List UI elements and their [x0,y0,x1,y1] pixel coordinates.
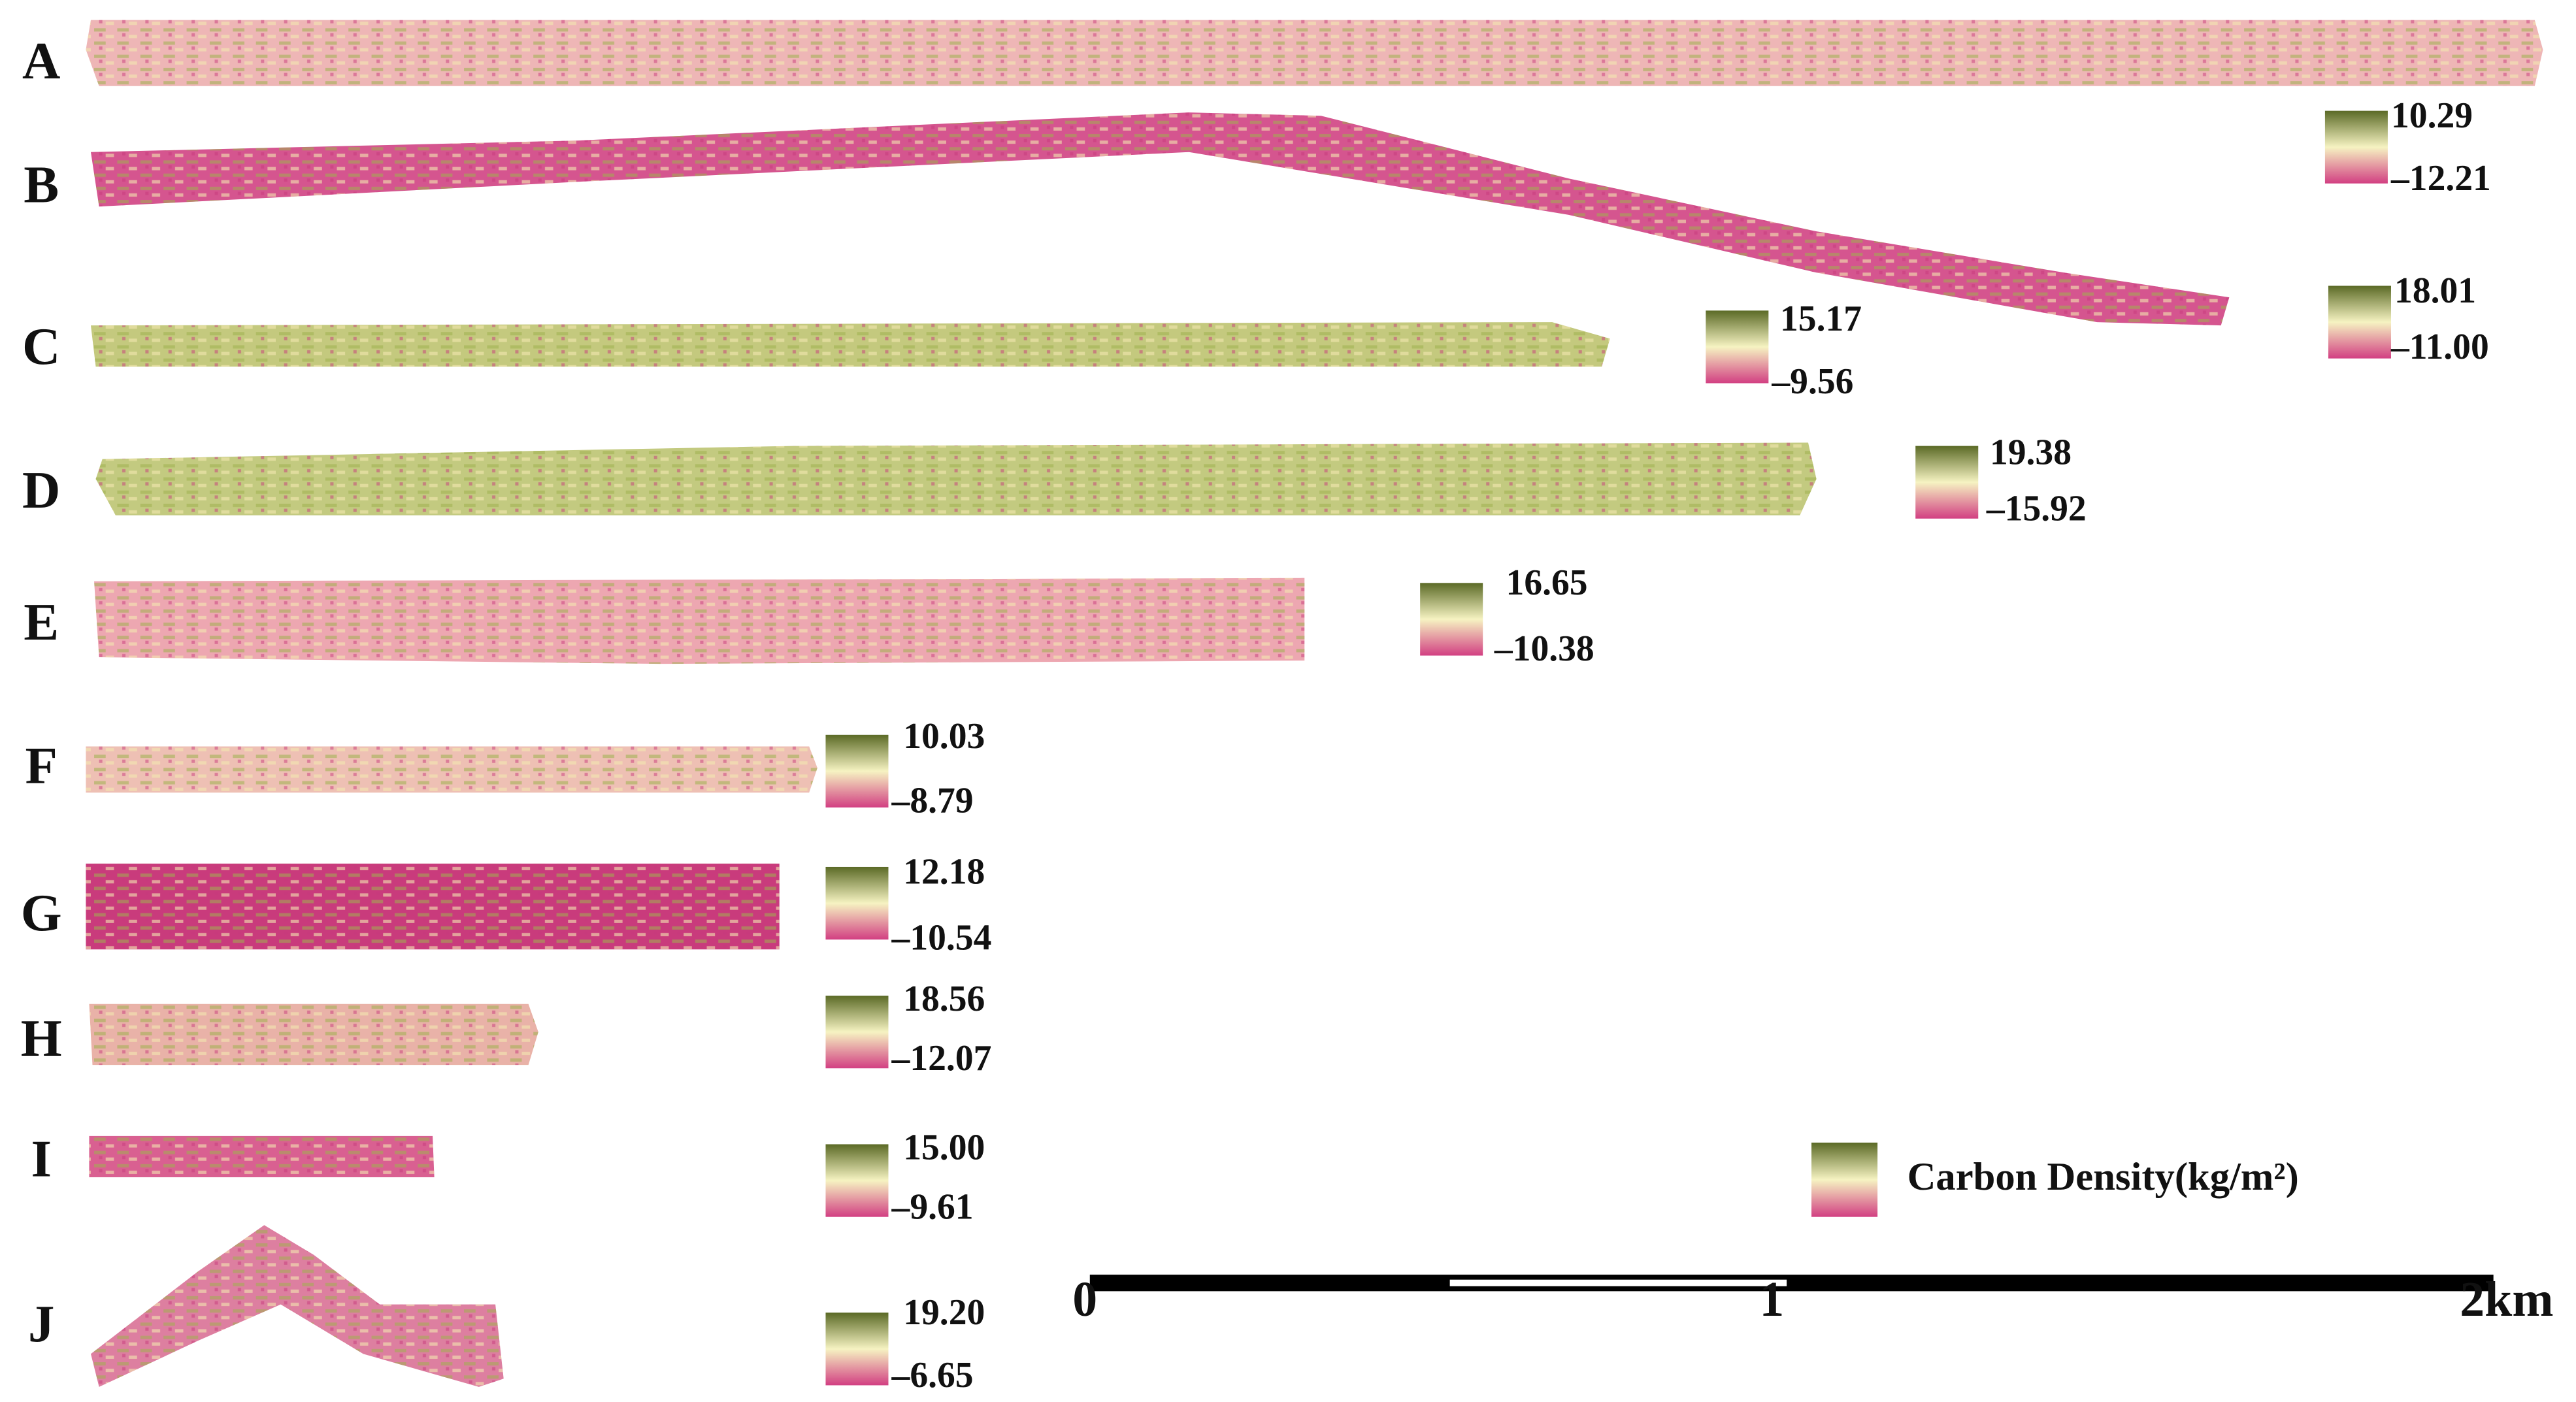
vegetation-texture [90,1225,504,1387]
max-value: 10.29 [2391,95,2473,136]
panel-label: B [24,155,59,214]
legend-title: Carbon Density(kg/m²) [1907,1155,2299,1199]
max-value: 19.20 [903,1292,985,1333]
vegetation-texture [95,442,1817,515]
max-value: 10.03 [903,716,985,757]
vegetation-texture [86,746,817,793]
vegetation-texture [89,1003,538,1066]
min-value: –8.79 [891,781,974,821]
vegetation-texture [94,578,1305,664]
max-value: 15.00 [903,1127,985,1167]
scale-label: 1 [1759,1272,1784,1327]
scale-label: 2km [2460,1272,2553,1327]
min-value: –12.21 [2390,158,2491,199]
legend-colorbar [1811,1142,1878,1217]
panel-label: E [24,593,59,651]
scale-bar-segment [1449,1279,1787,1286]
panel-label: A [22,32,60,90]
min-value: –9.61 [891,1186,974,1227]
scale-label: 0 [1072,1272,1097,1327]
max-value: 15.17 [1780,299,1862,339]
panel-label: I [31,1130,51,1188]
colorbar [2328,285,2391,359]
max-value: 12.18 [903,851,985,892]
colorbar [825,1144,889,1217]
min-value: –9.56 [1771,361,1853,402]
colorbar [825,996,889,1069]
scale-bar [1089,1275,2494,1292]
panel-label: D [22,461,60,519]
colorbar [825,866,889,940]
vegetation-texture [90,322,1610,367]
colorbar [825,734,889,807]
colorbar [1915,446,1979,519]
panel-label: J [28,1295,54,1353]
max-value: 18.01 [2394,270,2476,311]
min-value: –10.38 [1494,628,1594,669]
colorbar [825,1312,889,1386]
max-value: 18.56 [903,979,985,1019]
panel-label: C [22,318,60,376]
vegetation-texture [90,112,2230,326]
vegetation-texture [89,1135,435,1178]
max-value: 19.38 [1990,432,2072,473]
panel-label: G [21,884,62,942]
colorbar [1706,310,1769,383]
panel-label: H [21,1009,62,1068]
min-value: –6.65 [891,1355,974,1395]
min-value: –12.07 [891,1038,992,1079]
panel-label: F [25,737,57,795]
colorbar [1420,583,1483,656]
vegetation-texture [86,20,2543,86]
colorbar [2324,110,2388,184]
min-value: –11.00 [2390,327,2489,367]
min-value: –10.54 [891,917,992,958]
max-value: 16.65 [1506,562,1588,603]
min-value: –15.92 [1986,488,2087,529]
vegetation-texture [86,863,780,950]
